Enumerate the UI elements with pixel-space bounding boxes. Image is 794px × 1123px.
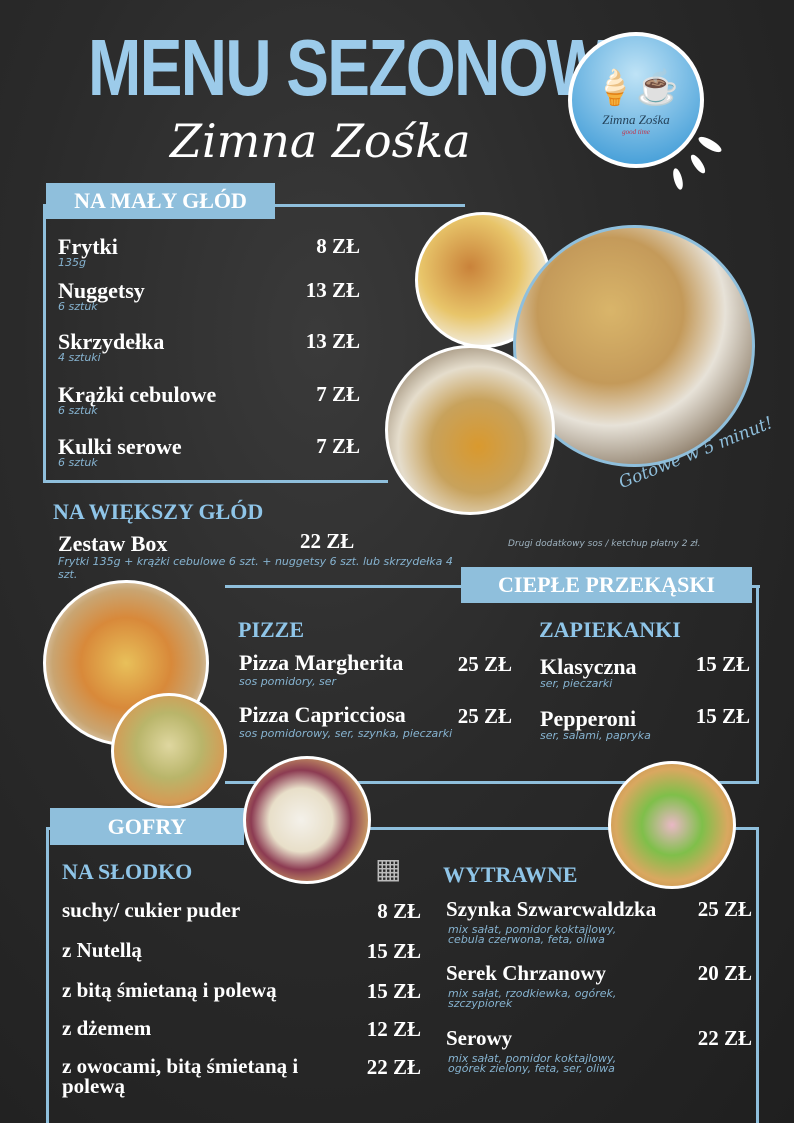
item-name: z bitą śmietaną i polewą [62, 978, 277, 1002]
frame-line [43, 480, 388, 483]
heading-na-slodko: NA SŁODKO [62, 859, 193, 884]
ice-cream-cup-icon: 🍦☕ [593, 70, 679, 107]
frame-line [46, 827, 49, 1123]
photo-onion-rings-cheese-balls [385, 345, 555, 515]
item-desc: 6 sztuk [58, 456, 98, 469]
photo-zapiekanka [111, 693, 227, 809]
frame-line [756, 827, 759, 1123]
item-price: 25 ZŁ [457, 652, 512, 676]
item-name: Skrzydełka [58, 329, 165, 354]
frame-line [46, 827, 759, 830]
item-desc: ser, pieczarki [540, 677, 613, 690]
item-price: 15 ZŁ [366, 979, 421, 1003]
item-desc: 6 sztuk [58, 300, 98, 313]
frame-line [225, 781, 759, 784]
photo-waffle-fruits [243, 756, 371, 884]
item-name: Szynka Szwarcwaldzka [446, 897, 657, 921]
sparkle-decoration [696, 134, 724, 155]
item-price: 25 ZŁ [457, 704, 512, 728]
frame-line [43, 204, 46, 482]
item-name: Kulki serowe [58, 434, 182, 459]
item-price: 22 ZŁ [697, 1026, 752, 1050]
item-name: suchy/ cukier puder [62, 898, 241, 922]
item-price: 22 ZŁ [366, 1055, 421, 1079]
item-price: 13 ZŁ [305, 329, 360, 353]
item-name: z Nutellą [62, 938, 142, 962]
item-name: Frytki [58, 234, 118, 259]
item-desc: ser, salami, papryka [540, 729, 651, 742]
item-name: z owocami, bitą śmietaną i polewą [62, 1054, 299, 1098]
item-price: 15 ZŁ [695, 704, 750, 728]
item-name: Pizza Margherita [239, 650, 404, 675]
item-price: 25 ZŁ [697, 897, 752, 921]
item-desc: mix sałat, pomidor koktajlowy, ogórek zi… [448, 1052, 617, 1076]
item-desc: 135g [58, 256, 86, 269]
item-name: Zestaw Box [58, 531, 168, 556]
item-price: 13 ZŁ [305, 278, 360, 302]
item-price: 7 ZŁ [316, 382, 360, 406]
section-label-gofry: GOFRY [50, 808, 244, 845]
frame-line [756, 585, 759, 783]
sparkle-decoration [688, 152, 708, 176]
item-desc: 6 sztuk [58, 404, 98, 417]
logo-tagline: good time [622, 128, 650, 136]
section-heading-wiekszy-glod: NA WIĘKSZY GŁÓD [53, 499, 264, 524]
menu-subtitle: Zimna Zośka [170, 114, 471, 168]
heading-pizze: PIZZE [238, 617, 305, 642]
item-price: 7 ZŁ [316, 434, 360, 458]
item-name: Serowy [446, 1026, 513, 1050]
sparkle-decoration [671, 167, 685, 191]
item-name: Krążki cebulowe [58, 382, 217, 407]
item-name: Klasyczna [540, 654, 637, 679]
item-desc: sos pomidorowy, ser, szynka, pieczarki [239, 727, 453, 740]
item-name: z dżemem [62, 1016, 152, 1040]
logo: 🍦☕ Zimna Zośka good time [568, 32, 704, 168]
item-name: Pizza Capricciosa [239, 702, 406, 727]
item-desc: 4 sztuki [58, 351, 101, 364]
section-label-maly-glod: NA MAŁY GŁÓD [46, 183, 275, 219]
item-price: 15 ZŁ [366, 939, 421, 963]
item-name: Pepperoni [540, 706, 637, 731]
heading-wytrawne: WYTRAWNE [443, 862, 578, 887]
heading-zapiekanki: ZAPIEKANKI [539, 617, 681, 642]
item-price: 12 ZŁ [366, 1017, 421, 1041]
item-price: 22 ZŁ [300, 529, 355, 553]
photo-waffle-salad [608, 761, 736, 889]
item-desc: sos pomidory, ser [239, 675, 337, 688]
item-price: 15 ZŁ [695, 652, 750, 676]
item-desc: mix sałat, pomidor koktajlowy, cebula cz… [448, 923, 617, 947]
item-name: Nuggetsy [58, 278, 145, 303]
sauce-note: Drugi dodatkowy sos / ketchup płatny 2 z… [508, 539, 701, 549]
item-name: Serek Chrzanowy [446, 961, 607, 985]
logo-text: Zimna Zośka [602, 112, 670, 127]
section-label-cieple: CIEPŁE PRZEKĄSKI [461, 567, 752, 603]
item-price: 8 ZŁ [377, 899, 421, 923]
item-desc: mix sałat, rzodkiewka, ogórek, szczypior… [448, 987, 617, 1011]
item-price: 20 ZŁ [697, 961, 752, 985]
waffle-icon: ▦ [375, 854, 402, 885]
menu-title: MENU SEZONOWE [88, 23, 648, 112]
item-desc: Frytki 135g + krążki cebulowe 6 szt. + n… [58, 555, 453, 581]
item-price: 8 ZŁ [316, 234, 360, 258]
